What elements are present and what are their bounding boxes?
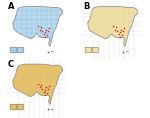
Text: B: B: [83, 2, 89, 11]
Point: [113, 29, 116, 30]
Point: [41, 30, 44, 32]
Point: [112, 25, 114, 27]
Point: [38, 29, 41, 30]
Point: [42, 33, 45, 35]
Text: pos: pos: [51, 51, 55, 52]
Point: [123, 27, 125, 29]
Point: [42, 91, 45, 93]
Point: [122, 30, 124, 32]
Point: [121, 34, 123, 36]
Text: pos: pos: [126, 51, 130, 52]
Point: [47, 30, 49, 32]
Point: [115, 26, 117, 28]
Polygon shape: [13, 6, 63, 47]
Text: pos: pos: [51, 109, 55, 110]
Polygon shape: [17, 47, 22, 52]
Polygon shape: [13, 64, 63, 104]
Point: [119, 31, 122, 33]
Point: [44, 37, 46, 38]
Point: [37, 25, 39, 27]
Point: [120, 29, 123, 30]
Point: [38, 86, 41, 88]
Text: C: C: [8, 60, 14, 69]
Point: [47, 51, 49, 53]
Point: [40, 26, 42, 28]
Point: [41, 88, 44, 89]
Point: [122, 51, 124, 53]
Polygon shape: [92, 47, 98, 52]
Polygon shape: [17, 104, 22, 110]
Point: [116, 30, 119, 32]
Polygon shape: [9, 104, 16, 110]
Point: [40, 84, 42, 86]
Polygon shape: [9, 47, 16, 52]
Point: [47, 109, 49, 110]
Point: [45, 86, 48, 88]
Point: [37, 83, 39, 85]
Point: [46, 34, 48, 36]
Text: A: A: [8, 2, 14, 11]
Polygon shape: [88, 6, 138, 47]
Point: [44, 94, 46, 96]
Point: [46, 92, 48, 94]
Point: [48, 27, 50, 29]
Point: [44, 89, 46, 91]
Point: [117, 33, 120, 35]
Point: [44, 31, 46, 33]
Point: [45, 29, 48, 30]
Point: [118, 37, 121, 38]
Polygon shape: [84, 47, 91, 52]
Point: [47, 88, 49, 89]
Point: [48, 85, 50, 87]
